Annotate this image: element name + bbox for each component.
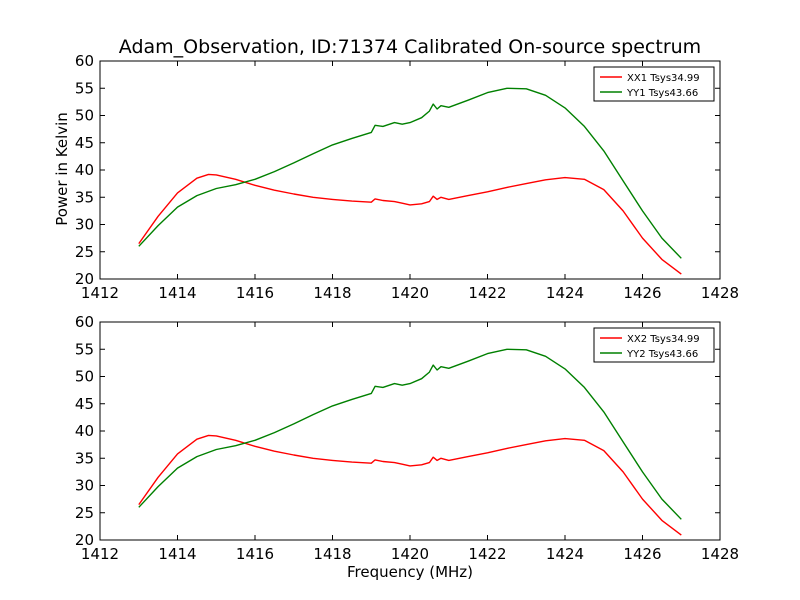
- bottom-y-tick-label: 35: [75, 449, 94, 467]
- bottom-series-line-yy: [138, 348, 682, 520]
- bottom-y-tick-label: 45: [75, 395, 94, 413]
- top-y-tick-label: 20: [75, 270, 94, 288]
- top-x-tick-label: 1412: [81, 284, 119, 302]
- top-spectrum-panel: 1412 1414 1416 1418 1420 1422 1424 1426 1428 20 25…: [75, 52, 739, 302]
- top-legend-label: YY1 Tsys43.66: [626, 88, 698, 99]
- bottom-x-tick-label: 1422: [468, 545, 506, 563]
- top-x-tick-label: 1424: [546, 284, 584, 302]
- bottom-legend-label: YY2 Tsys43.66: [626, 349, 698, 360]
- top-y-tick-label: 30: [75, 216, 94, 234]
- bottom-legend: [593, 327, 715, 363]
- x-axis-label: Frequency (MHz): [347, 563, 473, 581]
- bottom-x-tick-label: 1420: [391, 545, 429, 563]
- top-y-tick-label: 25: [75, 243, 94, 261]
- bottom-series-line-xx: [138, 434, 682, 536]
- bottom-y-tick-label: 60: [75, 313, 94, 331]
- top-x-tick-label: 1414: [158, 284, 196, 302]
- bottom-x-tick-label: 1428: [701, 545, 739, 563]
- bottom-x-tick-label: 1414: [158, 545, 196, 563]
- top-x-tick-label: 1418: [313, 284, 351, 302]
- bottom-y-tick-label: 30: [75, 477, 94, 495]
- bottom-y-tick-label: 40: [75, 422, 94, 440]
- bottom-x-tick-label: 1424: [546, 545, 584, 563]
- top-x-tick-label: 1420: [391, 284, 429, 302]
- top-y-tick-label: 50: [75, 107, 94, 125]
- top-x-tick-label: 1426: [623, 284, 661, 302]
- bottom-x-tick-label: 1426: [623, 545, 661, 563]
- top-y-tick-label: 55: [75, 79, 94, 97]
- bottom-y-tick-label: 25: [75, 504, 94, 522]
- y-axis-label: Power in Kelvin: [53, 112, 71, 226]
- bottom-x-tick-label: 1416: [236, 545, 274, 563]
- top-legend: [593, 66, 715, 102]
- bottom-x-tick-label: 1418: [313, 545, 351, 563]
- bottom-legend-label: XX2 Tsys34.99: [627, 334, 700, 345]
- chart-title: Adam_Observation, ID:71374 Calibrated On…: [119, 36, 701, 58]
- top-x-tick-label: 1428: [701, 284, 739, 302]
- bottom-y-tick-label: 55: [75, 340, 94, 358]
- bottom-y-tick-label: 20: [75, 531, 94, 549]
- bottom-spectrum-panel: 1412 1414 1416 1418 1420 1422 1424 1426 1428 20 25…: [75, 313, 739, 563]
- top-x-tick-label: 1422: [468, 284, 506, 302]
- top-x-tick-label: 1416: [236, 284, 274, 302]
- top-y-tick-label: 35: [75, 188, 94, 206]
- top-y-tick-label: 45: [75, 134, 94, 152]
- top-y-tick-label: 40: [75, 161, 94, 179]
- bottom-x-tick-label: 1412: [81, 545, 119, 563]
- top-series-line-xx: [138, 173, 682, 275]
- top-legend-label: XX1 Tsys34.99: [627, 73, 700, 84]
- bottom-y-tick-label: 50: [75, 368, 94, 386]
- top-y-tick-label: 60: [75, 52, 94, 70]
- top-series-line-yy: [138, 87, 682, 259]
